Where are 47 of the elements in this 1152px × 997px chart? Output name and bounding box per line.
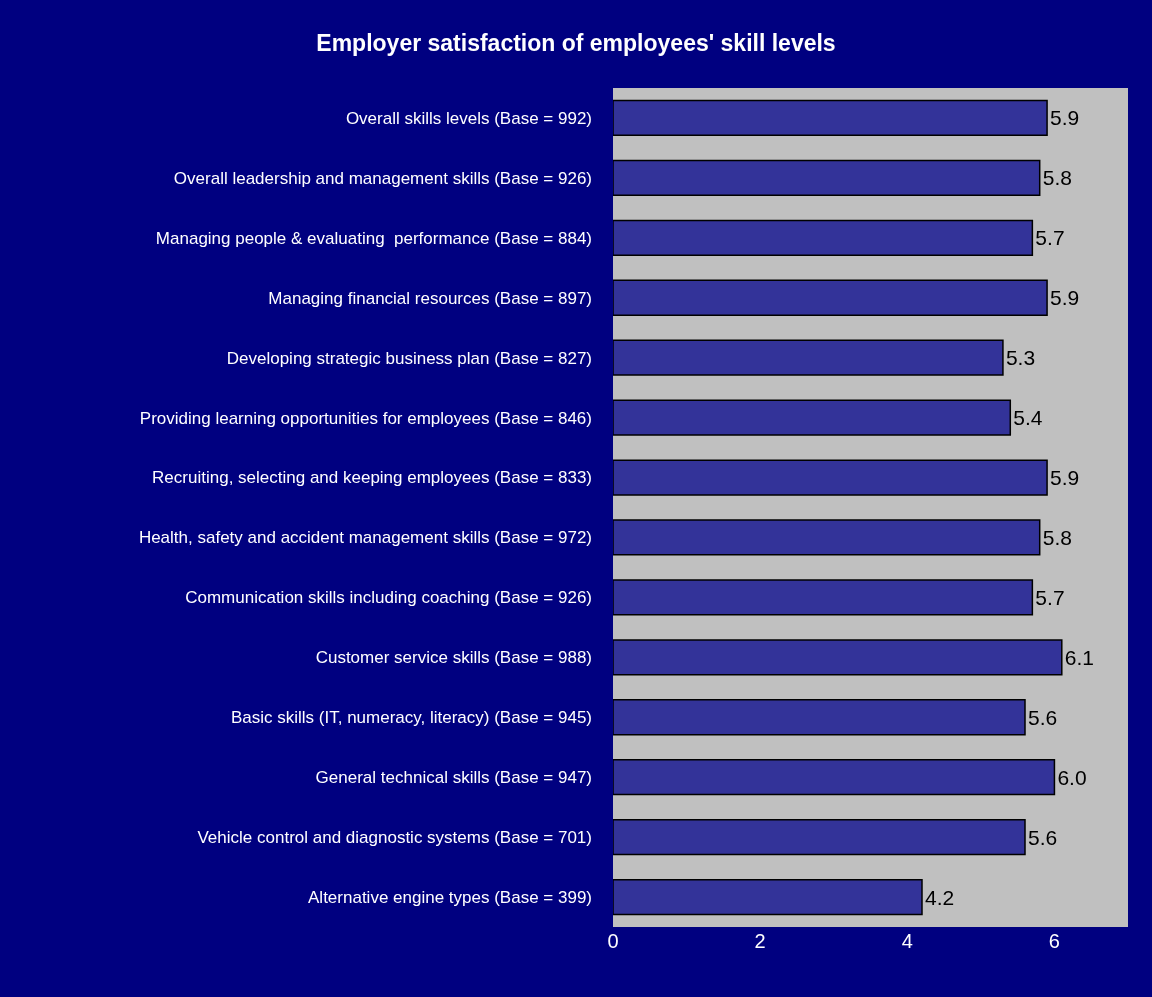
data-label: 6.0: [1057, 765, 1087, 789]
y-tick-label: Vehicle control and diagnostic systems (Base = 701): [197, 828, 592, 848]
data-label: 5.8: [1042, 525, 1072, 549]
y-tick-label: Recruiting, selecting and keeping employees (Base = 833): [152, 468, 592, 488]
bar: [613, 339, 1004, 376]
data-label: 5.7: [1035, 226, 1065, 250]
bar: [613, 219, 1034, 256]
data-label: 5.3: [1005, 346, 1036, 370]
data-label: 4.2: [925, 885, 955, 909]
y-tick-label: Health, safety and accident management skills (Base = 972): [138, 528, 592, 548]
data-label: 5.9: [1050, 466, 1080, 490]
y-tick-label: Overall leadership and management skills (Base = 926): [173, 168, 592, 188]
bar: [613, 99, 1048, 137]
bar: [613, 759, 1056, 796]
bar: [613, 459, 1048, 496]
y-tick-label: Developing strategic business plan (Base = 827): [226, 348, 592, 368]
data-label: 5.6: [1028, 825, 1058, 849]
y-tick-label: Providing learning opportunities for employees (Base = 846): [139, 408, 592, 428]
x-tick-label: 0: [607, 930, 619, 952]
data-label: 5.8: [1042, 166, 1072, 190]
bar: [613, 818, 1026, 856]
x-tick-label: 4: [901, 930, 913, 952]
x-tick-label: 6: [1048, 930, 1060, 952]
bar: [613, 519, 1041, 556]
bar: [613, 399, 1012, 436]
bar: [613, 159, 1041, 197]
data-label: 5.9: [1050, 286, 1080, 310]
y-tick-label: Alternative engine types (Base = 399): [308, 887, 592, 907]
bar: [613, 639, 1063, 676]
bar: [613, 699, 1026, 736]
data-label: 5.7: [1035, 585, 1065, 609]
data-label: 6.1: [1064, 645, 1094, 669]
y-tick-label: Communication skills including coaching (Base = 926): [185, 588, 592, 608]
y-tick-label: Customer service skills (Base = 988): [315, 648, 592, 668]
bar: [613, 279, 1048, 316]
y-tick-label: Basic skills (IT, numeracy, literacy) (Base = 945): [230, 708, 592, 728]
y-tick-label: Overall skills levels (Base = 992): [345, 108, 592, 128]
chart-title: Employer satisfaction of employees' skill levels: [316, 30, 836, 56]
y-tick-label: General technical skills (Base = 947): [315, 768, 592, 788]
y-tick-label: Managing financial resources (Base = 897): [268, 288, 592, 308]
y-tick-label: Managing people & evaluating performance (Base = 884): [155, 228, 592, 248]
x-tick-label: 2: [754, 930, 766, 952]
bar: [613, 579, 1034, 616]
data-label: 5.9: [1050, 106, 1080, 130]
data-label: 5.6: [1028, 705, 1058, 729]
bar: [613, 878, 923, 916]
data-label: 5.4: [1013, 406, 1043, 430]
